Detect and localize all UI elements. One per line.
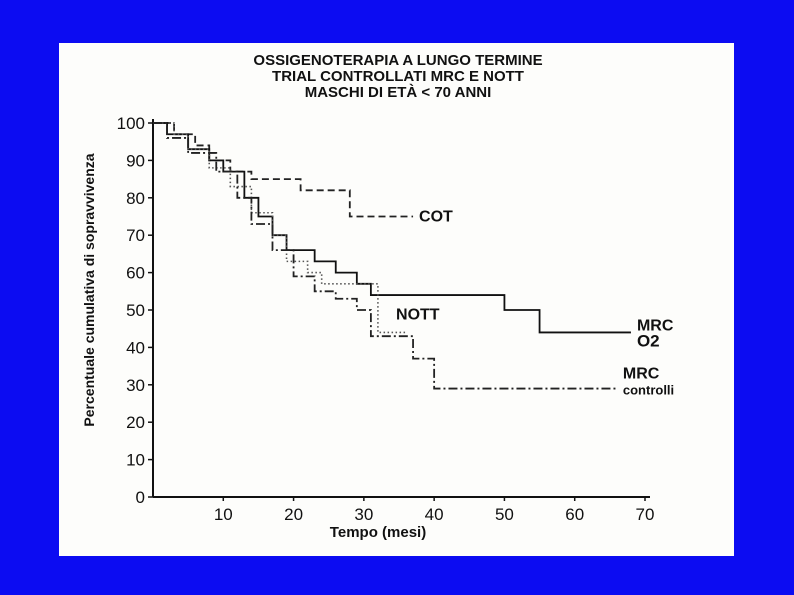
x-tick-label: 30 <box>354 505 373 524</box>
y-tick-label: 30 <box>126 376 145 395</box>
y-tick-label: 50 <box>126 301 145 320</box>
x-tick-label: 70 <box>636 505 655 524</box>
y-tick-label: 0 <box>136 488 145 507</box>
series-label: MRC O2 <box>637 317 674 350</box>
y-tick-label: 70 <box>126 226 145 245</box>
y-tick-label: 40 <box>126 338 145 357</box>
y-tick-label: 60 <box>126 264 145 283</box>
y-tick-label: 10 <box>126 451 145 470</box>
x-tick-label: 20 <box>284 505 303 524</box>
title-line: OSSIGENOTERAPIA A LUNGO TERMINE <box>253 52 542 69</box>
series-label: MRC controlli <box>623 366 674 398</box>
title-line: TRIAL CONTROLLATI MRC E NOTT <box>272 68 524 85</box>
x-axis-label: Tempo (mesi) <box>330 524 426 541</box>
y-tick-label: 100 <box>117 114 145 133</box>
title-line: MASCHI DI ETÀ < 70 ANNI <box>305 84 492 101</box>
x-tick-label: 40 <box>425 505 444 524</box>
x-tick-label: 50 <box>495 505 514 524</box>
x-tick-label: 10 <box>214 505 233 524</box>
x-tick-label: 60 <box>565 505 584 524</box>
y-tick-label: 80 <box>126 189 145 208</box>
survival-line <box>153 122 617 390</box>
survival-line <box>153 122 631 334</box>
series-label: COT <box>419 209 453 226</box>
y-tick-label: 90 <box>126 151 145 170</box>
panel <box>59 43 734 556</box>
y-axis-label: Percentuale cumulativa di sopravvivenza <box>81 153 97 426</box>
series-label: NOTT <box>396 306 440 323</box>
y-tick-label: 20 <box>126 413 145 432</box>
